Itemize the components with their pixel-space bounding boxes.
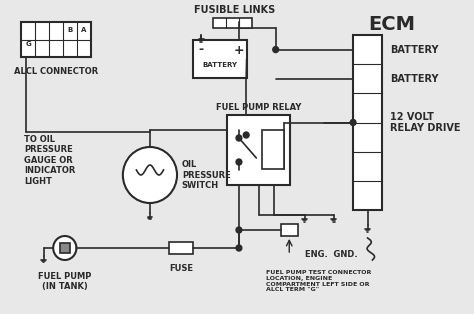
Circle shape [123,147,177,203]
Bar [21,22,91,57]
Circle shape [273,46,279,52]
Circle shape [236,159,242,165]
Text: +: + [234,44,244,57]
Text: FUSIBLE LINKS: FUSIBLE LINKS [194,5,275,15]
Bar [60,243,70,253]
Text: A: A [81,27,87,33]
Text: BATTERY: BATTERY [202,62,237,68]
Bar [281,224,298,236]
Circle shape [350,120,356,126]
Circle shape [53,236,76,260]
Circle shape [236,227,242,233]
Text: ENG.  GND.: ENG. GND. [305,250,357,259]
Bar [353,35,382,210]
Text: G: G [26,41,31,47]
Text: ECM: ECM [368,15,415,35]
Circle shape [236,245,242,251]
Text: 12 VOLT
RELAY DRIVE: 12 VOLT RELAY DRIVE [390,112,460,133]
Bar [213,18,252,28]
Bar [169,242,193,254]
Text: FUEL PUMP TEST CONNECTOR
LOCATION, ENGINE
COMPARTMENT LEFT SIDE OR
ALCL TERM "G": FUEL PUMP TEST CONNECTOR LOCATION, ENGIN… [266,270,372,292]
Text: ALCL CONNECTOR: ALCL CONNECTOR [14,67,98,76]
Text: BATTERY: BATTERY [390,45,438,55]
Text: TO OIL
PRESSURE
GAUGE OR
INDICATOR
LIGHT: TO OIL PRESSURE GAUGE OR INDICATOR LIGHT [24,135,75,186]
Bar [193,40,246,78]
Bar [228,115,290,185]
Text: BATTERY: BATTERY [390,74,438,84]
Text: FUSE: FUSE [169,264,193,273]
Text: OIL
PRESSURE
SWITCH: OIL PRESSURE SWITCH [182,160,231,190]
Text: B: B [67,27,73,33]
Circle shape [243,132,249,138]
Text: FUEL PUMP
(IN TANK): FUEL PUMP (IN TANK) [38,272,91,291]
Text: FUEL PUMP RELAY: FUEL PUMP RELAY [216,102,301,111]
Bar [262,130,284,169]
Text: -: - [199,44,204,57]
Circle shape [236,135,242,141]
